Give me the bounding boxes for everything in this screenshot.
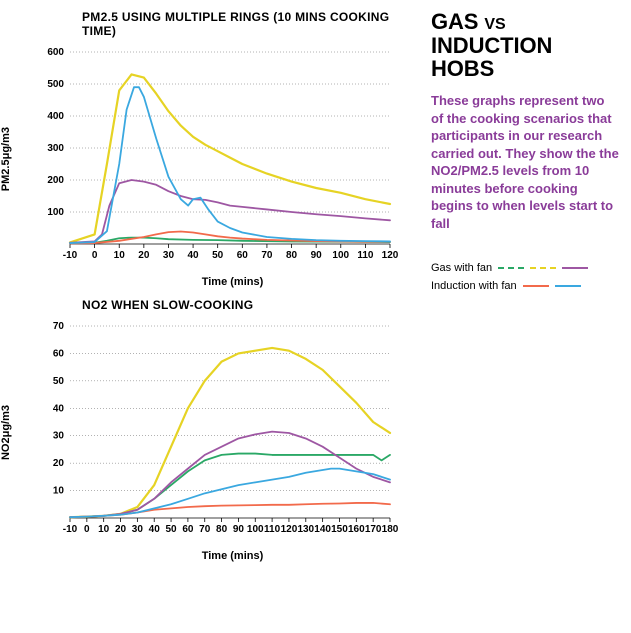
chart2-svg: 10203040506070-1001020304050607080901001… <box>18 318 398 548</box>
svg-text:10: 10 <box>114 250 126 261</box>
chart1-xlabel: Time (mins) <box>0 276 425 288</box>
svg-text:40: 40 <box>149 524 161 535</box>
svg-text:300: 300 <box>47 143 64 154</box>
no2-chart-block: NO2 WHEN SLOW-COOKING NO2μg/m3 10 20 30 40 5… <box>0 298 425 562</box>
svg-text:70: 70 <box>261 250 273 261</box>
svg-text:10: 10 <box>98 524 110 535</box>
side-title-line2: INDUCTION <box>431 33 552 58</box>
side-title-line1: GAS <box>431 9 478 34</box>
svg-text:60: 60 <box>237 250 249 261</box>
svg-text:110: 110 <box>357 250 374 261</box>
svg-text:20: 20 <box>138 250 150 261</box>
svg-text:50: 50 <box>165 524 177 535</box>
svg-text:100: 100 <box>47 207 64 218</box>
svg-text:0: 0 <box>84 524 90 535</box>
svg-text:50: 50 <box>212 250 224 261</box>
svg-text:600: 600 <box>47 47 64 58</box>
chart2-xlabel: Time (mins) <box>0 550 425 562</box>
svg-text:40: 40 <box>53 403 65 414</box>
svg-text:130: 130 <box>297 524 314 535</box>
svg-text:10: 10 <box>53 486 65 497</box>
svg-text:80: 80 <box>216 524 228 535</box>
svg-text:20: 20 <box>53 458 65 469</box>
legend-swatch-gas-green <box>498 267 524 269</box>
svg-text:500: 500 <box>47 79 64 90</box>
svg-text:200: 200 <box>47 175 64 186</box>
svg-text:170: 170 <box>365 524 382 535</box>
svg-text:100: 100 <box>247 524 264 535</box>
svg-text:20: 20 <box>115 524 127 535</box>
pm25-chart-block: PM2.5 USING MULTIPLE RINGS (10 MINS COOK… <box>0 10 425 288</box>
svg-text:90: 90 <box>311 250 323 261</box>
chart1-ylabel: PM2.5μg/m3 <box>0 127 18 191</box>
svg-text:100: 100 <box>332 250 349 261</box>
svg-text:110: 110 <box>264 524 281 535</box>
legend-swatch-induction-blue <box>555 285 581 287</box>
svg-text:140: 140 <box>314 524 331 535</box>
svg-text:150: 150 <box>331 524 348 535</box>
legend: Gas with fan Induction with fan <box>431 262 619 292</box>
legend-induction-row: Induction with fan <box>431 280 619 292</box>
svg-text:30: 30 <box>53 431 65 442</box>
svg-text:120: 120 <box>382 250 398 261</box>
svg-text:50: 50 <box>53 376 65 387</box>
svg-text:0: 0 <box>92 250 98 261</box>
svg-text:-10: -10 <box>63 250 78 261</box>
chart2-title: NO2 WHEN SLOW-COOKING <box>0 298 425 312</box>
svg-text:80: 80 <box>286 250 298 261</box>
svg-text:90: 90 <box>233 524 245 535</box>
side-title-line3: HOBS <box>431 56 494 81</box>
svg-text:60: 60 <box>182 524 194 535</box>
svg-text:30: 30 <box>163 250 175 261</box>
side-title-vs: VS <box>484 16 505 33</box>
svg-text:-10: -10 <box>63 524 78 535</box>
svg-text:180: 180 <box>382 524 398 535</box>
svg-text:60: 60 <box>53 348 65 359</box>
legend-swatch-gas-yellow <box>530 267 556 269</box>
chart1-title: PM2.5 USING MULTIPLE RINGS (10 MINS COOK… <box>0 10 425 38</box>
svg-text:40: 40 <box>188 250 200 261</box>
side-title: GAS VS INDUCTION HOBS <box>431 10 619 80</box>
svg-text:30: 30 <box>132 524 144 535</box>
chart2-ylabel: NO2μg/m3 <box>0 405 18 460</box>
legend-swatch-induction-orange <box>523 285 549 287</box>
legend-gas-label: Gas with fan <box>431 262 492 274</box>
svg-text:120: 120 <box>281 524 298 535</box>
svg-text:400: 400 <box>47 111 64 122</box>
legend-induction-label: Induction with fan <box>431 280 517 292</box>
svg-text:160: 160 <box>348 524 365 535</box>
svg-text:70: 70 <box>53 321 65 332</box>
chart1-svg: 100 200 300 400 500 600 -10 0 10 20 30 40 50 60 70 80 90… <box>18 44 398 274</box>
legend-swatch-gas-purple <box>562 267 588 269</box>
legend-gas-row: Gas with fan <box>431 262 619 274</box>
side-body: These graphs represent two of the cookin… <box>431 92 619 232</box>
svg-text:70: 70 <box>199 524 211 535</box>
